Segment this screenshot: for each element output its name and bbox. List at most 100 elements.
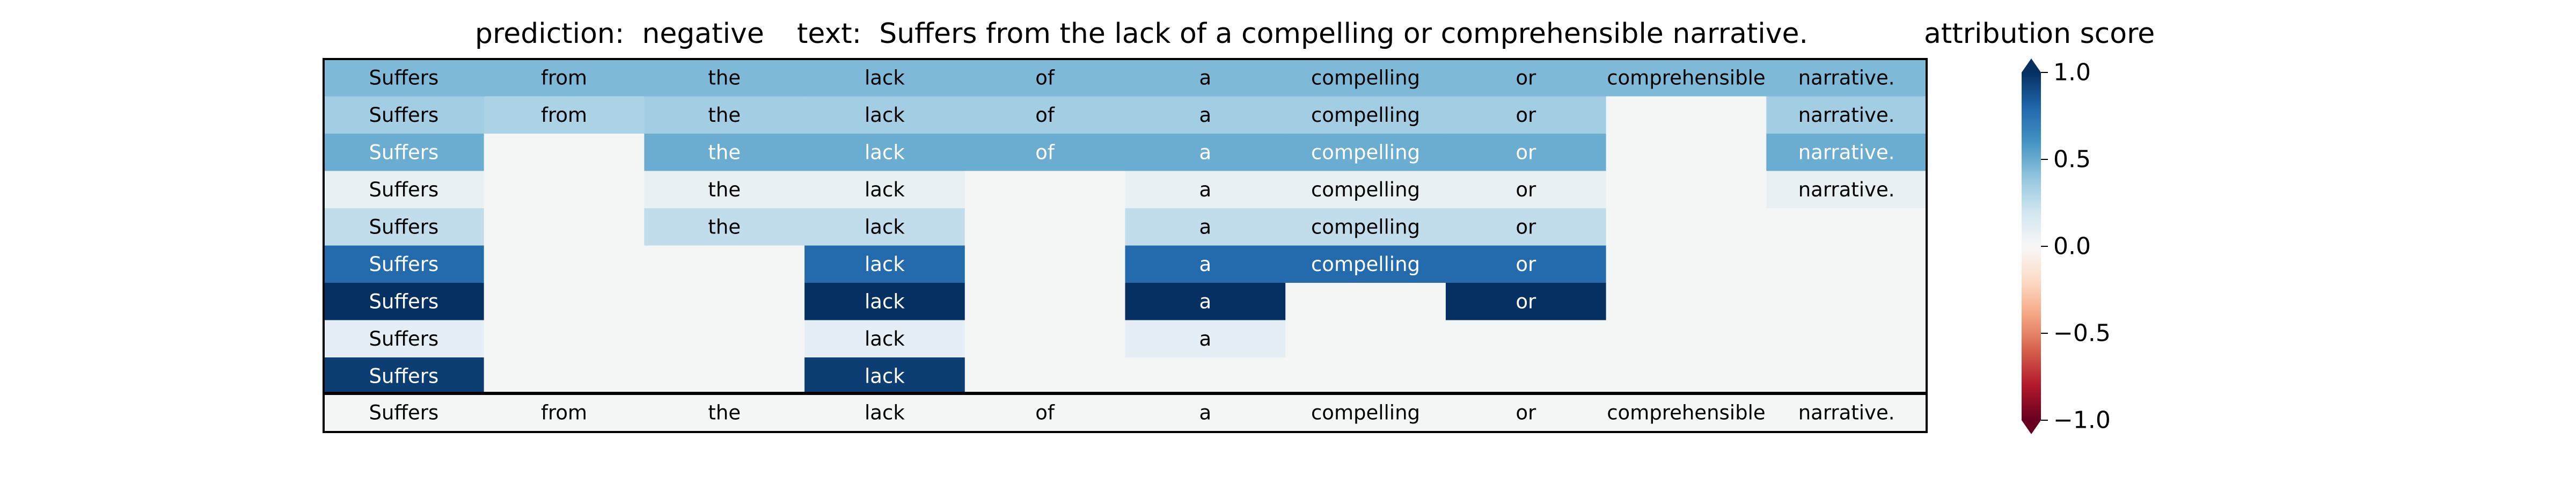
heatmap-cell xyxy=(1445,134,1607,172)
heatmap-cell-empty xyxy=(484,171,645,209)
heatmap-cell-label: or xyxy=(1516,215,1536,238)
heatmap-cell xyxy=(484,96,645,134)
footer-token-label: comprehensible xyxy=(1607,401,1765,425)
heatmap-cell xyxy=(1766,59,1927,97)
heatmap-cell-empty xyxy=(1606,283,1767,321)
heatmap-cell-label: Suffers xyxy=(369,66,439,89)
footer-token-cell xyxy=(1606,393,1767,432)
heatmap-cell xyxy=(1125,245,1286,283)
heatmap-cell-empty xyxy=(964,320,1126,358)
heatmap-cell-label: a xyxy=(1199,66,1211,89)
heatmap-cell-empty xyxy=(644,245,805,283)
heatmap-cell-label: a xyxy=(1199,215,1211,238)
heatmap-cell-label: the xyxy=(708,178,741,201)
heatmap-cell xyxy=(1125,320,1286,358)
heatmap-cell xyxy=(324,171,485,209)
heatmap-cell xyxy=(484,59,645,97)
heatmap-cell-label: a xyxy=(1199,141,1211,164)
heatmap-cells: Suffers from the lack of a compelling or compreh… xyxy=(324,59,1927,396)
colorbar-gradient xyxy=(2022,72,2041,420)
heatmap-cell xyxy=(1125,96,1286,134)
heatmap-cell xyxy=(964,134,1126,172)
heatmap-cell-empty xyxy=(1285,357,1446,396)
heatmap-cell-label: compelling xyxy=(1311,141,1420,164)
footer-token-label: narrative. xyxy=(1798,401,1895,425)
footer-token-cell xyxy=(964,393,1126,432)
heatmap-cell-label: compelling xyxy=(1311,178,1420,201)
heatmap-cell xyxy=(324,134,485,172)
heatmap-cell-empty xyxy=(1766,208,1927,246)
colorbar-tick-label: −1.0 xyxy=(2053,407,2111,434)
heatmap-cell-label: lack xyxy=(865,364,905,387)
heatmap-cell-empty xyxy=(964,208,1126,246)
heatmap-cell-label: or xyxy=(1516,290,1536,313)
heatmap-cell-label: Suffers xyxy=(369,290,439,313)
token-footer-row: Suffers from the lack of a compelling or compreh… xyxy=(324,393,1927,432)
heatmap-cell-label: a xyxy=(1199,290,1211,313)
heatmap-cell-empty xyxy=(1606,96,1767,134)
heatmap-cell-empty xyxy=(1766,283,1927,321)
heatmap-cell xyxy=(1125,59,1286,97)
heatmap-cell-label: lack xyxy=(865,327,905,350)
heatmap-cell xyxy=(1766,96,1927,134)
colorbar-title: attribution score xyxy=(1924,18,2155,50)
heatmap-cell-label: a xyxy=(1199,253,1211,276)
heatmap-cell-label: narrative. xyxy=(1798,141,1895,164)
heatmap-cell xyxy=(804,357,965,396)
footer-token-cell xyxy=(1285,393,1446,432)
heatmap-cell-label: compelling xyxy=(1311,66,1420,89)
heatmap-cell-label: or xyxy=(1516,141,1536,164)
footer-token-cell xyxy=(1125,393,1286,432)
heatmap-cell xyxy=(804,208,965,246)
heatmap-cell xyxy=(804,59,965,97)
footer-token-label: of xyxy=(1035,401,1055,425)
heatmap-cell xyxy=(804,320,965,358)
heatmap-cell xyxy=(964,59,1126,97)
heatmap-cell-label: Suffers xyxy=(369,364,439,387)
heatmap-cell-label: lack xyxy=(865,141,905,164)
heatmap-cell-label: lack xyxy=(865,178,905,201)
heatmap-cell xyxy=(644,208,805,246)
heatmap-cell xyxy=(804,171,965,209)
heatmap-cell-label: the xyxy=(708,66,741,89)
heatmap-cell xyxy=(324,59,485,97)
heatmap-cell-label: narrative. xyxy=(1798,104,1895,127)
heatmap-cell xyxy=(1285,208,1446,246)
footer-token-label: lack xyxy=(865,401,905,425)
heatmap-cell xyxy=(644,134,805,172)
heatmap-cell-label: Suffers xyxy=(369,104,439,127)
footer-token-label: a xyxy=(1199,401,1211,425)
heatmap-cell-label: of xyxy=(1035,141,1055,164)
heatmap-cell xyxy=(1125,134,1286,172)
footer-token-cell xyxy=(1445,393,1607,432)
heatmap-cell-label: narrative. xyxy=(1798,66,1895,89)
heatmap-cell-empty xyxy=(1606,357,1767,396)
heatmap-cell-empty xyxy=(1766,320,1927,358)
colorbar: 1.0 0.5 0.0 −0.5 −1.0 xyxy=(2022,58,2111,434)
footer-token-label: compelling xyxy=(1311,401,1420,425)
heatmap-cell-empty xyxy=(1766,357,1927,396)
heatmap-cell-empty xyxy=(1125,357,1286,396)
heatmap-cell xyxy=(324,245,485,283)
footer-token-label: or xyxy=(1516,401,1536,425)
footer-token-label: from xyxy=(541,401,587,425)
heatmap-cell-label: or xyxy=(1516,178,1536,201)
heatmap-cell xyxy=(1766,171,1927,209)
heatmap-cell-label: Suffers xyxy=(369,253,439,276)
heatmap-cell-empty xyxy=(484,357,645,396)
heatmap-cell-label: narrative. xyxy=(1798,178,1895,201)
heatmap-cell-empty xyxy=(1606,208,1767,246)
heatmap-cell xyxy=(1766,134,1927,172)
colorbar-tick-label: 1.0 xyxy=(2053,59,2091,86)
heatmap-cell-empty xyxy=(964,171,1126,209)
heatmap-cell-label: of xyxy=(1035,104,1055,127)
heatmap-cell-empty xyxy=(1285,320,1446,358)
heatmap-cell xyxy=(1445,283,1607,321)
heatmap-cell xyxy=(1285,171,1446,209)
heatmap-cell-label: Suffers xyxy=(369,178,439,201)
footer-token-cell xyxy=(324,393,485,432)
heatmap-cell xyxy=(324,320,485,358)
heatmap-cell-empty xyxy=(1606,134,1767,172)
heatmap-cell-empty xyxy=(484,134,645,172)
